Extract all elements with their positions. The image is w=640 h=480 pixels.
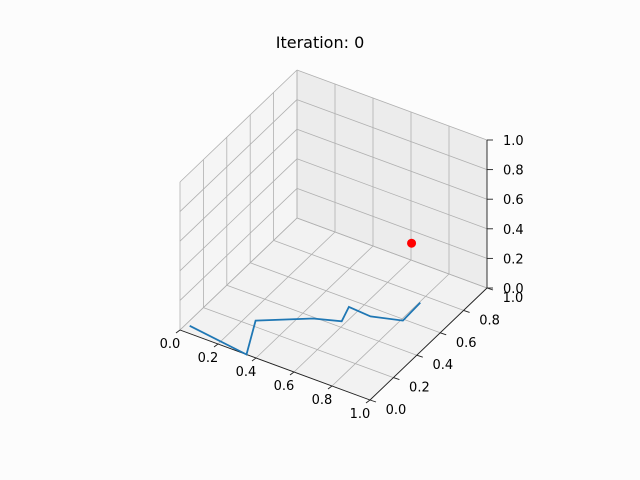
- x-tick-mark: [327, 385, 333, 390]
- y-tick-label: 0.4: [432, 358, 453, 373]
- z-tick-label: 0.8: [503, 164, 524, 179]
- grid-back-z: [296, 128, 488, 200]
- grid-left-z: [179, 158, 298, 272]
- grid-back-z: [296, 69, 488, 141]
- x-tick-mark: [213, 343, 219, 348]
- floor-pane: [180, 218, 487, 400]
- axis-panes: [180, 70, 487, 400]
- y-tick-label: 0.6: [456, 336, 477, 351]
- grid-floor-x: [255, 245, 374, 359]
- series-line-path: [189, 301, 421, 356]
- back-wall-pane: [297, 70, 487, 288]
- grid-floor-y: [296, 217, 488, 289]
- grid-left-z: [179, 99, 298, 212]
- grid-left-z: [179, 188, 298, 301]
- grid-back-z: [296, 99, 488, 170]
- grid-floor-x: [293, 259, 412, 373]
- x-tick-label: 0.6: [274, 379, 295, 394]
- x-tick-label: 0.8: [312, 393, 333, 408]
- left-wall-pane: [180, 70, 297, 330]
- z-tick-label: 0.6: [503, 193, 524, 208]
- y-tick-label: 1.0: [503, 291, 524, 306]
- grid-left-z: [179, 69, 298, 183]
- grid-floor-y: [203, 307, 394, 378]
- grid-floor-x: [217, 231, 336, 345]
- grid-floor-y: [273, 240, 464, 311]
- y-tick-label: 0.2: [409, 381, 430, 396]
- x-ticks: 0.0 0.2 0.4 0.6 0.8 1.0: [160, 329, 371, 422]
- y-tick-mark: [440, 332, 447, 336]
- z-tick-label: 0.2: [503, 252, 524, 267]
- x-axis-line: [179, 329, 371, 401]
- axis-lines: [179, 140, 488, 401]
- grid-left-z: [179, 128, 298, 242]
- z-tick-label: 1.0: [503, 134, 524, 149]
- grid-floor-x: [331, 273, 450, 387]
- grid-floor-y: [250, 262, 441, 334]
- x-tick-mark: [365, 399, 371, 404]
- y-tick-mark: [463, 309, 470, 313]
- y-tick-mark: [369, 399, 377, 403]
- chart-title: Iteration: 0: [275, 33, 365, 52]
- y-tick-label: 0.8: [479, 313, 500, 328]
- y-tick-label: 0.0: [386, 403, 407, 418]
- grid-back-z: [296, 158, 488, 230]
- x-tick-label: 1.0: [350, 407, 371, 422]
- x-tick-label: 0.4: [236, 365, 257, 380]
- y-tick-mark: [393, 377, 400, 381]
- grid-left-z: [179, 217, 298, 331]
- x-tick-mark: [289, 371, 295, 376]
- x-tick-label: 0.0: [160, 337, 181, 352]
- z-tick-label: 0.4: [503, 223, 524, 238]
- y-tick-mark: [416, 354, 423, 358]
- series-layer: [189, 238, 421, 356]
- z-ticks: 0.0 0.2 0.4 0.6 0.8 1.0: [487, 134, 524, 297]
- series-point-marker: [407, 238, 417, 248]
- x-tick-label: 0.2: [198, 351, 219, 366]
- y-axis-line: [369, 287, 488, 401]
- x-tick-mark: [175, 329, 181, 334]
- z-tick-label: 0.0: [503, 282, 524, 297]
- x-tick-mark: [251, 357, 257, 362]
- grid-back-z: [296, 188, 488, 259]
